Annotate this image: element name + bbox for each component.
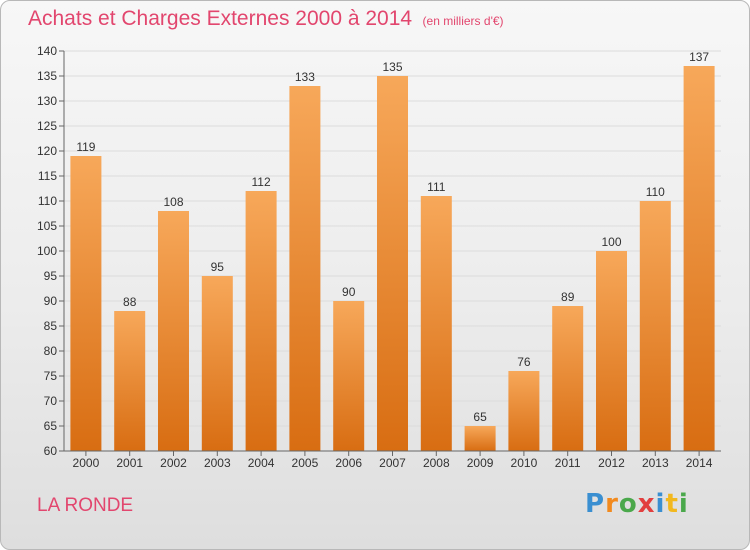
bar: [420, 196, 452, 451]
bar: [333, 301, 365, 451]
y-tick-label: 100: [37, 244, 57, 258]
x-tick-label: 2005: [292, 456, 319, 470]
x-tick-label: 2007: [379, 456, 406, 470]
bar: [245, 191, 277, 451]
bar: [377, 76, 408, 451]
y-tick-label: 85: [44, 319, 58, 333]
y-tick-label: 80: [44, 344, 58, 358]
x-tick-label: 2009: [467, 456, 494, 470]
bar: [596, 251, 627, 451]
data-label: 76: [517, 355, 531, 369]
y-tick-label: 90: [44, 294, 58, 308]
bar: [201, 276, 233, 451]
x-tick-label: 2013: [642, 456, 669, 470]
data-label: 112: [252, 175, 271, 189]
y-tick-label: 95: [44, 269, 58, 283]
data-label: 110: [646, 185, 665, 199]
logo-letter: o: [618, 489, 638, 519]
logo-letter: i: [678, 489, 689, 519]
data-label: 90: [342, 285, 356, 299]
bar: [683, 66, 715, 451]
x-tick-label: 2008: [423, 456, 450, 470]
y-tick-label: 130: [37, 94, 57, 108]
x-tick-label: 2006: [335, 456, 362, 470]
y-tick-label: 135: [37, 69, 57, 83]
bar: [508, 371, 540, 451]
bar: [552, 306, 584, 451]
y-tick-label: 60: [44, 444, 58, 458]
commune-name: LA RONDE: [37, 495, 134, 516]
x-tick-label: 2002: [160, 456, 187, 470]
logo-letter: x: [637, 489, 656, 519]
y-tick-label: 70: [44, 394, 58, 408]
bar: [158, 211, 189, 451]
data-label: 133: [295, 70, 315, 84]
x-tick-label: 2001: [116, 456, 143, 470]
logo-letter: P: [585, 489, 606, 519]
data-label: 88: [123, 295, 137, 309]
bar: [289, 86, 321, 451]
x-tick-label: 2011: [555, 456, 581, 470]
x-tick-label: 2004: [248, 456, 275, 470]
data-label: 89: [561, 290, 575, 304]
bar: [639, 201, 671, 451]
bar: [70, 156, 102, 451]
x-tick-label: 2010: [511, 456, 538, 470]
y-tick-label: 115: [38, 169, 57, 183]
x-tick-label: 2012: [598, 456, 625, 470]
data-label: 95: [211, 260, 225, 274]
data-label: 111: [427, 180, 446, 194]
y-tick-label: 105: [37, 219, 57, 233]
bar: [114, 311, 146, 451]
chart-title-text: Achats et Charges Externes 2000 à 2014: [28, 7, 413, 30]
data-label: 135: [382, 60, 402, 74]
data-label: 65: [473, 410, 487, 424]
data-label: 100: [601, 235, 621, 249]
chart-title: Achats et Charges Externes 2000 à 2014 (…: [28, 7, 504, 31]
x-tick-label: 2003: [204, 456, 231, 470]
bar: [464, 426, 496, 451]
y-tick-label: 120: [37, 144, 57, 158]
logo-letter: t: [665, 489, 679, 519]
x-tick-label: 2014: [686, 456, 713, 470]
data-label: 108: [163, 195, 183, 209]
data-label: 137: [689, 50, 709, 64]
y-tick-label: 140: [37, 44, 57, 58]
proxiti-logo[interactable]: Proxiti: [585, 489, 689, 519]
y-tick-label: 75: [44, 369, 58, 383]
y-tick-label: 65: [44, 419, 58, 433]
data-label: 119: [76, 140, 95, 154]
logo-letter: r: [605, 489, 619, 519]
y-tick-label: 110: [38, 194, 57, 208]
chart-unit-label: (en milliers d'€): [422, 14, 504, 28]
y-tick-label: 125: [37, 119, 57, 133]
x-tick-label: 2000: [73, 456, 100, 470]
logo-letter: i: [655, 489, 666, 519]
